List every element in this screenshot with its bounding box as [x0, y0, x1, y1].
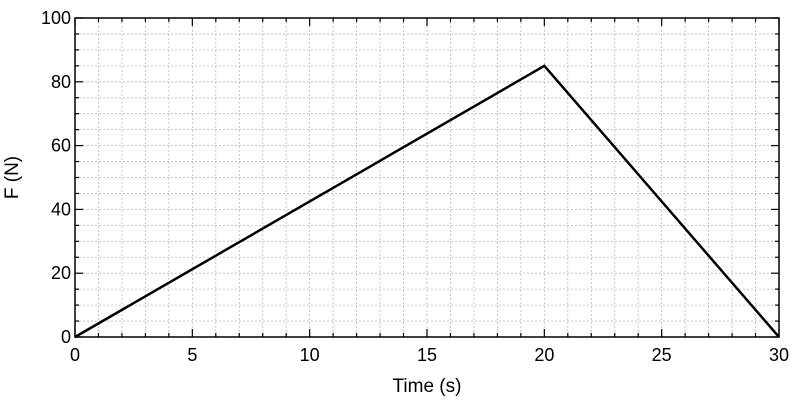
x-tick-label: 0: [70, 345, 80, 365]
y-tick-label: 80: [51, 72, 71, 92]
series-line: [74, 64, 780, 339]
y-tick-labels: 0 20 40 60 80 100: [41, 8, 71, 347]
y-tick-label: 100: [41, 8, 71, 28]
x-tick-label: 10: [300, 345, 320, 365]
x-tick-labels: 0 5 10 15 20 25 30: [70, 345, 789, 365]
grid: [75, 18, 779, 337]
y-tick-label: 60: [51, 136, 71, 156]
x-tick-label: 15: [417, 345, 437, 365]
y-tick-label: 0: [61, 327, 71, 347]
plot-frame: [74, 17, 780, 338]
x-axis-title: Time (s): [393, 376, 462, 397]
series-layer: [74, 64, 780, 339]
y-axis-title: F (N): [2, 156, 23, 199]
x-tick-label: 30: [769, 345, 789, 365]
y-tick-label: 40: [51, 199, 71, 219]
x-tick-label: 20: [534, 345, 554, 365]
x-tick-label: 5: [187, 345, 197, 365]
y-tick-label: 20: [51, 263, 71, 283]
x-tick-label: 25: [652, 345, 672, 365]
